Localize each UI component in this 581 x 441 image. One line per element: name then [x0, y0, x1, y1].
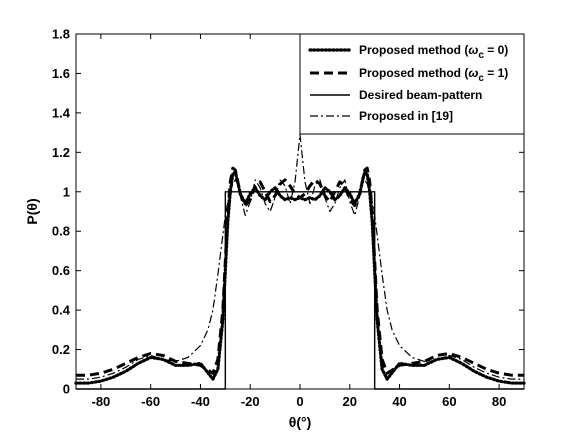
legend-entry-main: Desired beam-pattern — [359, 88, 482, 102]
series-line-dashdot — [76, 133, 524, 380]
x-tick-label: -60 — [141, 394, 160, 409]
axis-ticks: -80 -60 -40 -20 0 20 40 60 80 0 0.2 0.4 0.6 0.8 1 1.2 1.… — [52, 27, 524, 409]
y-tick-label: 1 — [63, 184, 70, 199]
legend-entry-symbol: ω — [468, 43, 478, 57]
y-tick-label: 0.4 — [52, 303, 71, 318]
x-tick-label: 40 — [392, 394, 406, 409]
y-tick-label: 1.2 — [52, 145, 70, 160]
legend-entry-main: Proposed in [19] — [359, 109, 453, 123]
y-tick-label: 0 — [63, 382, 70, 397]
legend-entry-main: Proposed method ( — [359, 66, 468, 80]
x-tick-label: 0 — [296, 394, 303, 409]
x-tick-label: 80 — [492, 394, 506, 409]
legend-entry-symbol: ω — [468, 66, 478, 80]
legend-entry-subscript: c — [478, 50, 484, 61]
legend-entry-label: Desired beam-pattern — [359, 88, 482, 102]
legend-entry-main: Proposed method ( — [359, 43, 468, 57]
y-tick-label: 1.6 — [52, 66, 70, 81]
y-axis-label: P(θ) — [24, 198, 40, 224]
y-tick-label: 0.2 — [52, 342, 70, 357]
legend-entry-label: Proposed method (ωc = 1) — [359, 66, 508, 84]
x-axis-label: θ(°) — [289, 414, 312, 430]
y-tick-label: 1.8 — [52, 27, 70, 42]
x-tick-label: -20 — [241, 394, 260, 409]
legend-entry-subscript: c — [478, 73, 484, 84]
axis-labels: θ(°) P(θ) — [24, 198, 311, 430]
x-tick-label: 20 — [343, 394, 357, 409]
x-tick-label: -40 — [191, 394, 210, 409]
y-tick-label: 1.4 — [52, 105, 71, 120]
legend-entry-label: Proposed method (ωc = 0) — [359, 43, 508, 61]
legend-entry-label: Proposed in [19] — [359, 109, 453, 123]
y-tick-label: 0.8 — [52, 224, 70, 239]
legend-entry-tail: = 1) — [484, 66, 508, 80]
legend-entry-tail: = 0) — [484, 43, 508, 57]
x-tick-label: -80 — [91, 394, 110, 409]
x-tick-label: 60 — [442, 394, 456, 409]
legend: Proposed method (ωc = 0)Proposed method … — [299, 33, 525, 135]
y-tick-label: 0.6 — [52, 263, 70, 278]
series-line-dotted — [74, 170, 526, 385]
